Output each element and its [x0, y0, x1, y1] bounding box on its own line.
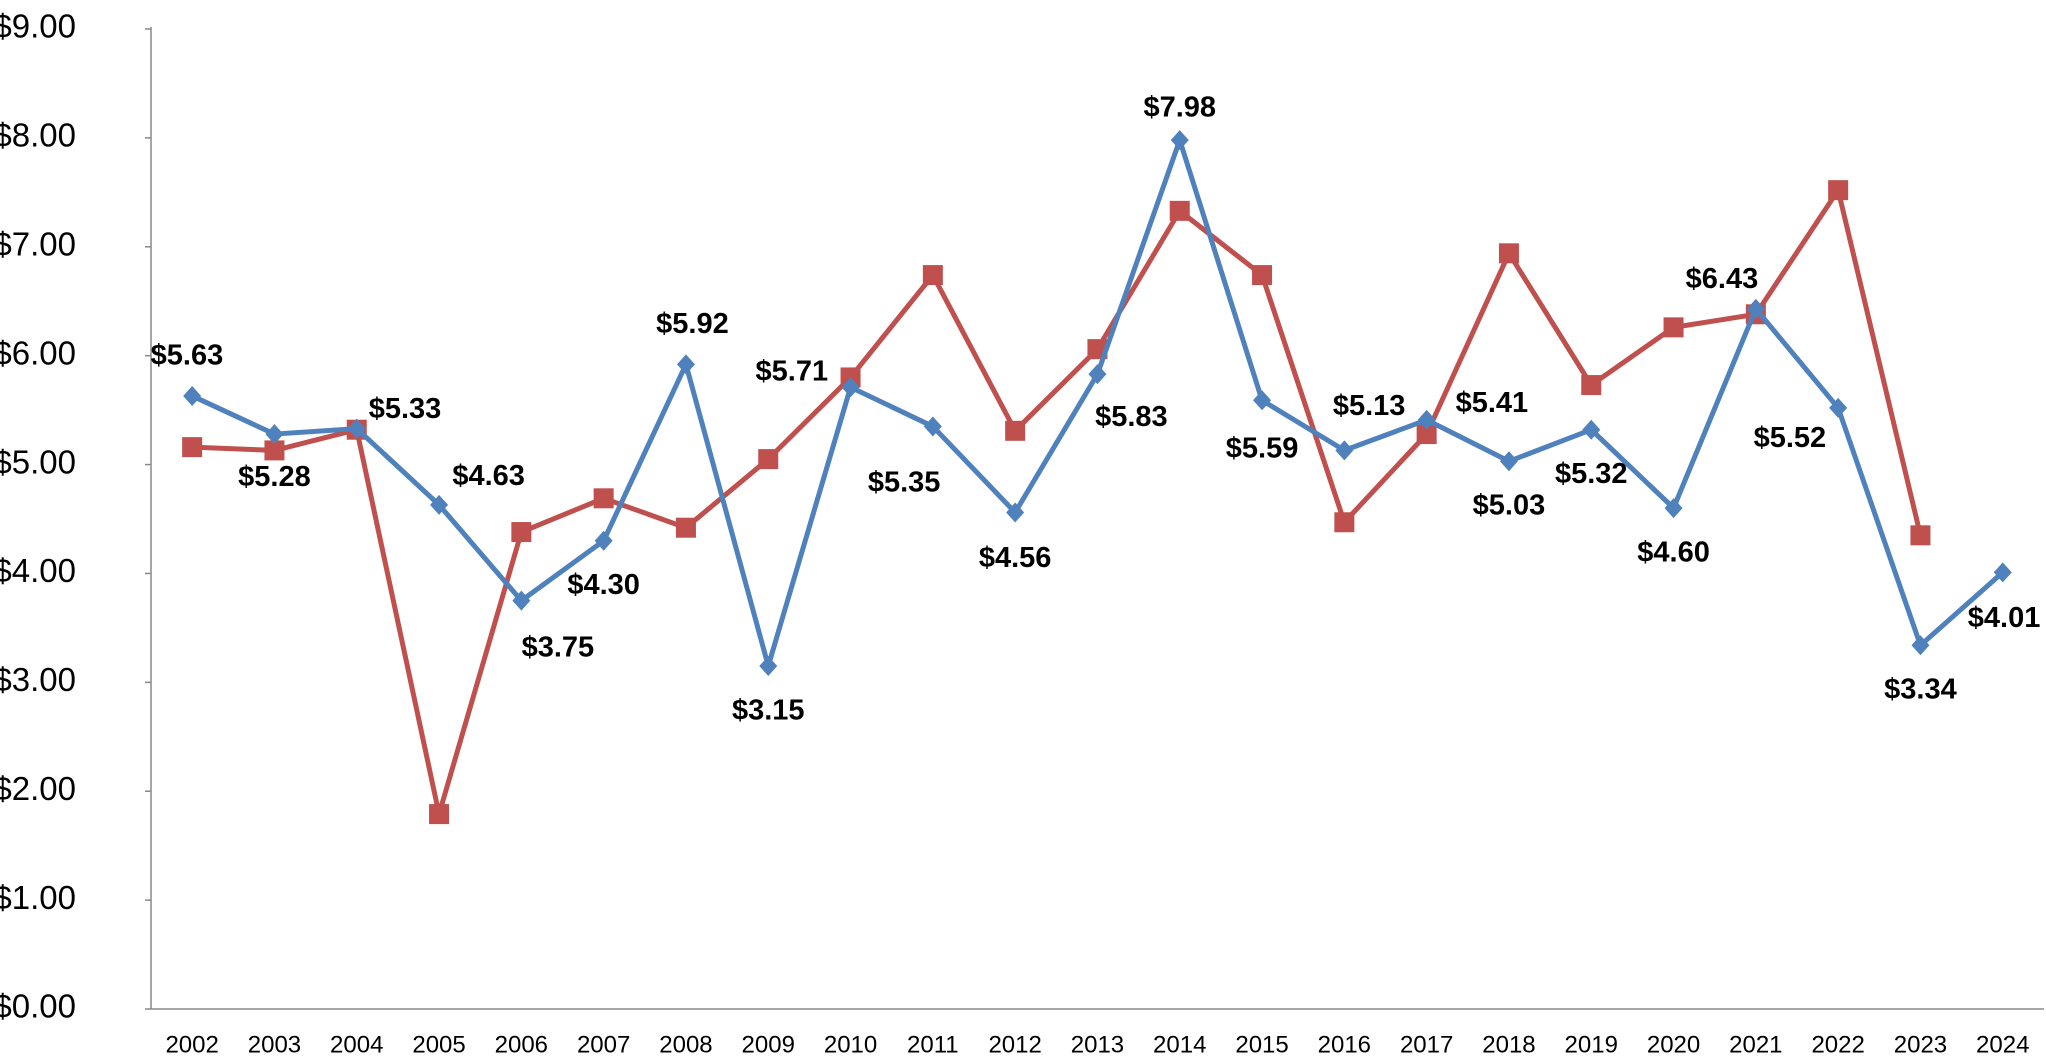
marker	[1746, 298, 1765, 319]
x-tick-label: 2020	[1647, 1031, 1700, 1058]
data-label: $5.83	[1095, 401, 1168, 433]
marker	[1006, 502, 1025, 523]
data-label: $6.43	[1686, 263, 1759, 295]
x-tick-label: 2003	[248, 1031, 301, 1058]
data-label: $3.15	[732, 694, 805, 726]
marker	[1663, 317, 1684, 338]
x-tick-label: 2013	[1071, 1031, 1124, 1058]
marker	[1829, 397, 1848, 418]
x-tick-label: 2002	[165, 1031, 218, 1058]
x-tick-label: 2015	[1235, 1031, 1288, 1058]
data-label: $5.41	[1456, 387, 1529, 419]
marker	[1581, 375, 1602, 396]
data-label: $5.52	[1754, 422, 1827, 454]
y-tick-label: $9.00	[0, 8, 76, 45]
y-tick-label: $3.00	[0, 661, 76, 698]
x-tick-label: 2019	[1565, 1031, 1618, 1058]
data-label: $7.98	[1143, 91, 1216, 123]
data-label: $5.33	[369, 393, 442, 425]
marker	[676, 354, 695, 375]
x-tick-label: 2005	[412, 1031, 465, 1058]
data-label: $4.60	[1637, 536, 1710, 568]
y-tick-label: $4.00	[0, 552, 76, 589]
y-tick-label: $2.00	[0, 770, 76, 807]
marker	[841, 377, 860, 398]
x-tick-label: 2021	[1729, 1031, 1782, 1058]
data-label: $4.01	[1968, 602, 2041, 634]
marker	[1170, 130, 1189, 151]
marker	[1252, 265, 1273, 286]
y-tick-label: $1.00	[0, 879, 76, 916]
x-tick-label: 2010	[824, 1031, 877, 1058]
x-tick-label: 2014	[1153, 1031, 1206, 1058]
y-tick-label: $7.00	[0, 225, 76, 262]
marker	[1416, 424, 1437, 445]
marker	[593, 488, 614, 509]
x-tick-label: 2008	[659, 1031, 712, 1058]
marker	[1005, 420, 1026, 441]
marker	[1993, 562, 2012, 583]
y-tick-label: $8.00	[0, 117, 76, 154]
data-label: $5.28	[238, 461, 311, 493]
marker	[758, 449, 779, 470]
data-label: $4.56	[979, 542, 1052, 574]
x-tick-label: 2012	[988, 1031, 1041, 1058]
data-label: $5.92	[656, 308, 729, 340]
marker	[183, 385, 202, 406]
series-line	[192, 187, 1923, 817]
marker	[511, 522, 532, 543]
marker	[1334, 512, 1355, 533]
marker	[347, 418, 366, 439]
data-label: $5.03	[1473, 490, 1546, 522]
y-tick-label: $0.00	[0, 988, 76, 1025]
data-label: $5.71	[756, 356, 829, 388]
marker	[1335, 440, 1354, 461]
data-label: $3.75	[522, 632, 595, 664]
y-tick-label: $5.00	[0, 443, 76, 480]
x-tick-label: 2024	[1976, 1031, 2029, 1058]
marker	[512, 590, 531, 611]
marker	[1910, 525, 1931, 546]
marker	[1828, 180, 1849, 201]
x-tick-label: 2017	[1400, 1031, 1453, 1058]
x-tick-label: 2016	[1318, 1031, 1371, 1058]
marker	[759, 656, 778, 676]
x-tick-label: 2018	[1482, 1031, 1535, 1058]
data-label: $5.63	[151, 339, 224, 371]
marker	[265, 424, 284, 445]
x-tick-label: 2004	[330, 1031, 383, 1058]
marker	[1498, 243, 1519, 264]
data-label: $5.59	[1226, 433, 1299, 465]
marker	[675, 517, 696, 538]
marker	[1499, 451, 1518, 472]
marker	[1582, 419, 1601, 440]
marker	[1664, 498, 1683, 519]
marker	[594, 530, 613, 551]
data-label: $5.35	[868, 467, 941, 499]
x-tick-label: 2011	[907, 1031, 959, 1058]
marker	[923, 416, 942, 437]
data-label: $5.13	[1333, 390, 1406, 422]
data-label: $4.30	[567, 569, 640, 601]
marker	[182, 437, 203, 458]
marker	[430, 494, 449, 515]
x-tick-label: 2023	[1894, 1031, 1947, 1058]
marker	[1253, 390, 1272, 411]
x-tick-label: 2007	[577, 1031, 630, 1058]
marker	[1417, 409, 1436, 430]
marker	[922, 265, 943, 286]
marker	[264, 440, 285, 461]
marker	[1169, 200, 1190, 221]
x-tick-label: 2006	[495, 1031, 548, 1058]
marker	[1088, 364, 1107, 385]
x-tick-label: 2022	[1811, 1031, 1864, 1058]
x-tick-label: 2009	[742, 1031, 795, 1058]
data-label: $5.32	[1555, 458, 1628, 490]
data-label: $3.34	[1884, 674, 1957, 706]
marker	[429, 804, 450, 825]
data-label: $4.63	[452, 460, 525, 492]
y-tick-label: $6.00	[0, 334, 76, 371]
marker	[1911, 635, 1930, 656]
